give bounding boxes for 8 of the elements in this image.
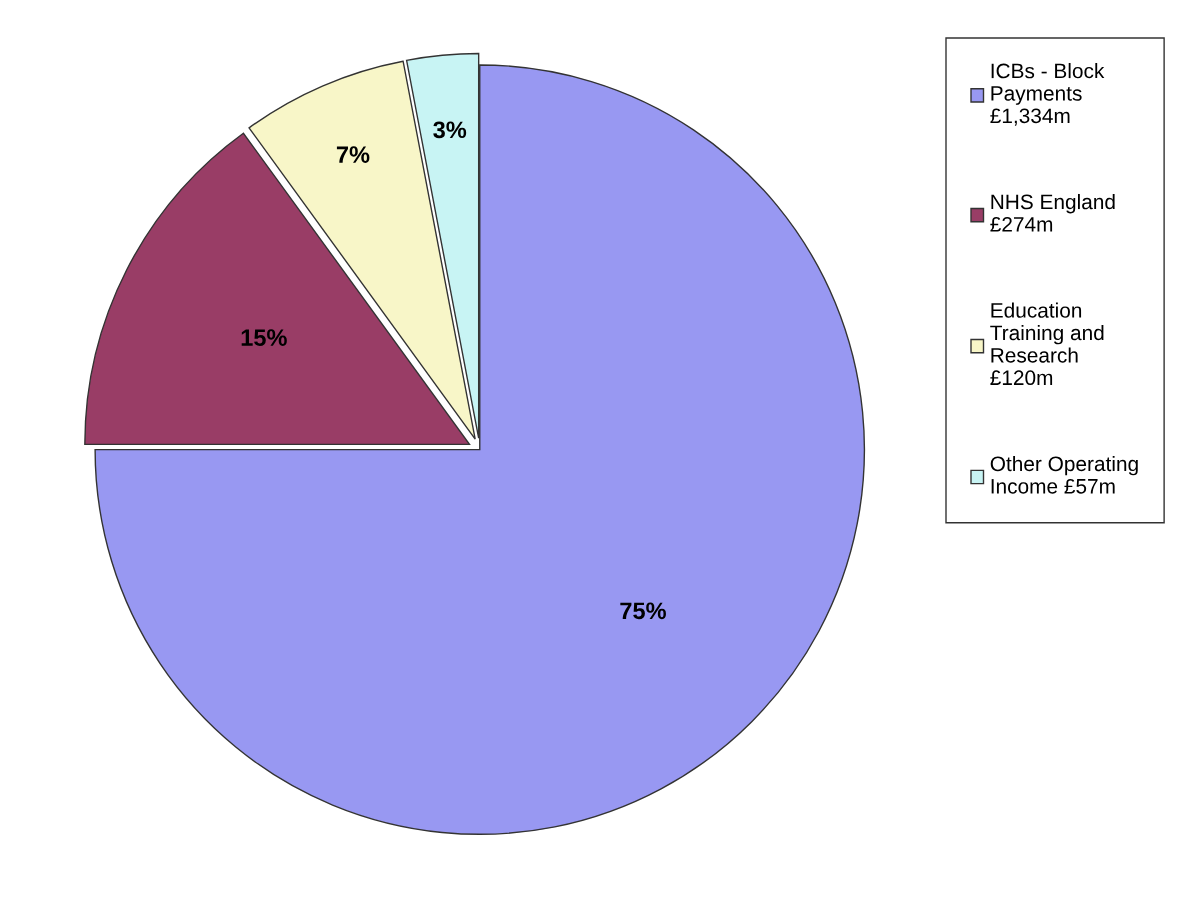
data-label: 75% <box>620 602 666 620</box>
legend-label: ICBs - Block Payments £1,334m <box>990 63 1105 126</box>
data-label: 15% <box>241 329 287 346</box>
legend-label: Education Training and Research £120m <box>990 302 1104 386</box>
data-label: 3% <box>433 121 467 139</box>
legend-label: NHS England £274m <box>990 193 1115 232</box>
data-label: 7% <box>336 146 370 163</box>
legend-label: Other Operating Income £57m <box>990 455 1138 494</box>
